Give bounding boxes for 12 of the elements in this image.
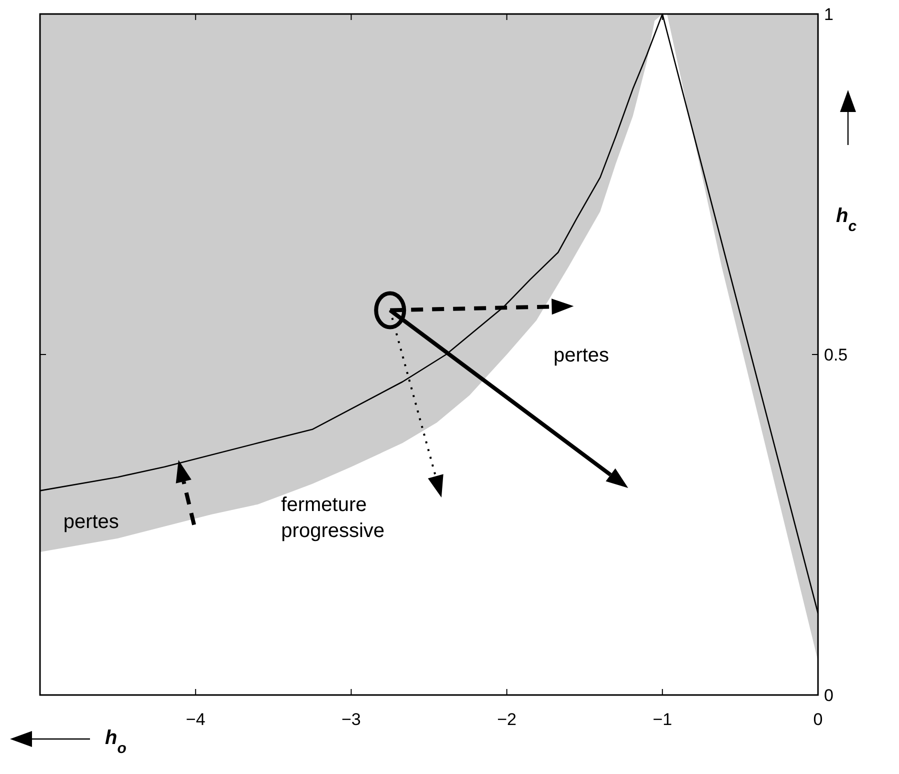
- annotation: pertes: [63, 511, 119, 534]
- annotation: fermeture progressive: [281, 494, 385, 542]
- y-tick-label: 0: [824, 686, 834, 705]
- y-axis-title: h$_{c}$: [836, 205, 858, 234]
- y-tick-label: 0.5: [824, 346, 848, 364]
- x-axis-title: h$_{o}$: [105, 727, 126, 756]
- annotation: pertes: [553, 344, 610, 366]
- x-tick-label: −1: [652, 710, 672, 729]
- y-tick-label: 1: [824, 5, 834, 24]
- x-tick-label: −2: [497, 710, 516, 729]
- x-tick-label: −4: [186, 710, 206, 729]
- x-tick-label: −3: [342, 710, 361, 729]
